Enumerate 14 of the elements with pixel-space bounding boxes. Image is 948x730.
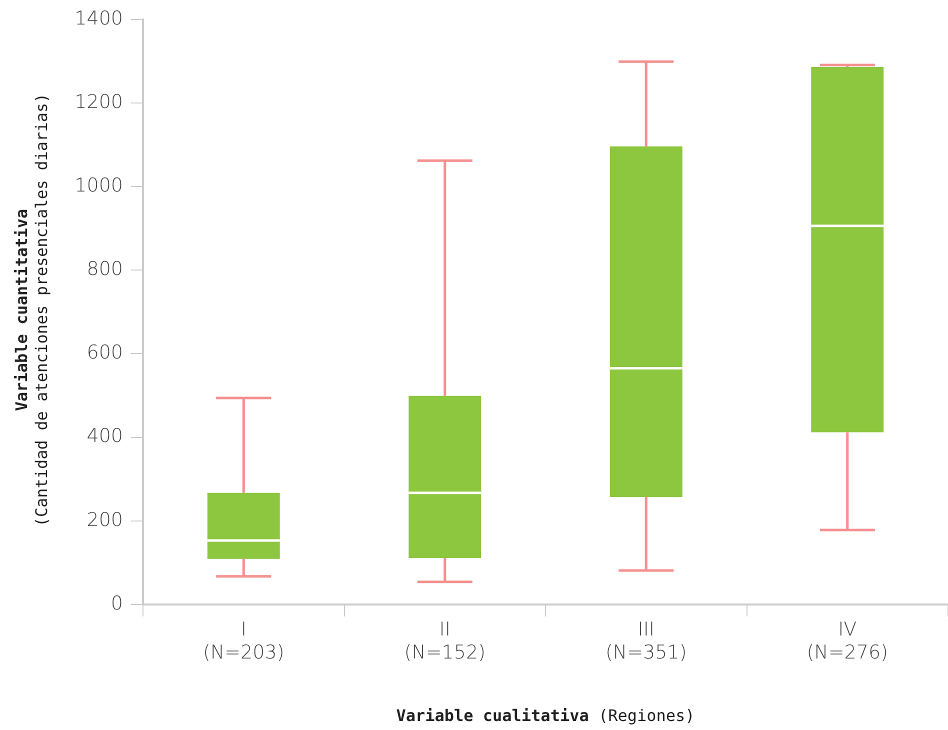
y-tick-label: 1400 bbox=[74, 7, 123, 30]
x-tick-label: II (N=152) bbox=[404, 618, 486, 664]
x-tick-label: I (N=203) bbox=[203, 618, 284, 664]
y-tick-label: 0 bbox=[110, 592, 123, 614]
x-axis-title: Variable cualitativa (Regiones) bbox=[396, 706, 695, 725]
y-tick-label: 1000 bbox=[74, 174, 123, 196]
y-tick-label: 400 bbox=[86, 425, 123, 448]
y-tick-label: 200 bbox=[86, 508, 123, 531]
y-tick-label: 1200 bbox=[74, 90, 123, 113]
y-tick-label: 600 bbox=[86, 342, 123, 364]
x-tick-label: IV (N=276) bbox=[806, 618, 888, 664]
y-axis-title: Variable cuantitativa (Cantidad de atenciones presenciales diarias) bbox=[12, 93, 51, 527]
x-tick-label: III (N=351) bbox=[606, 618, 687, 664]
y-tick-label: 800 bbox=[86, 258, 123, 280]
